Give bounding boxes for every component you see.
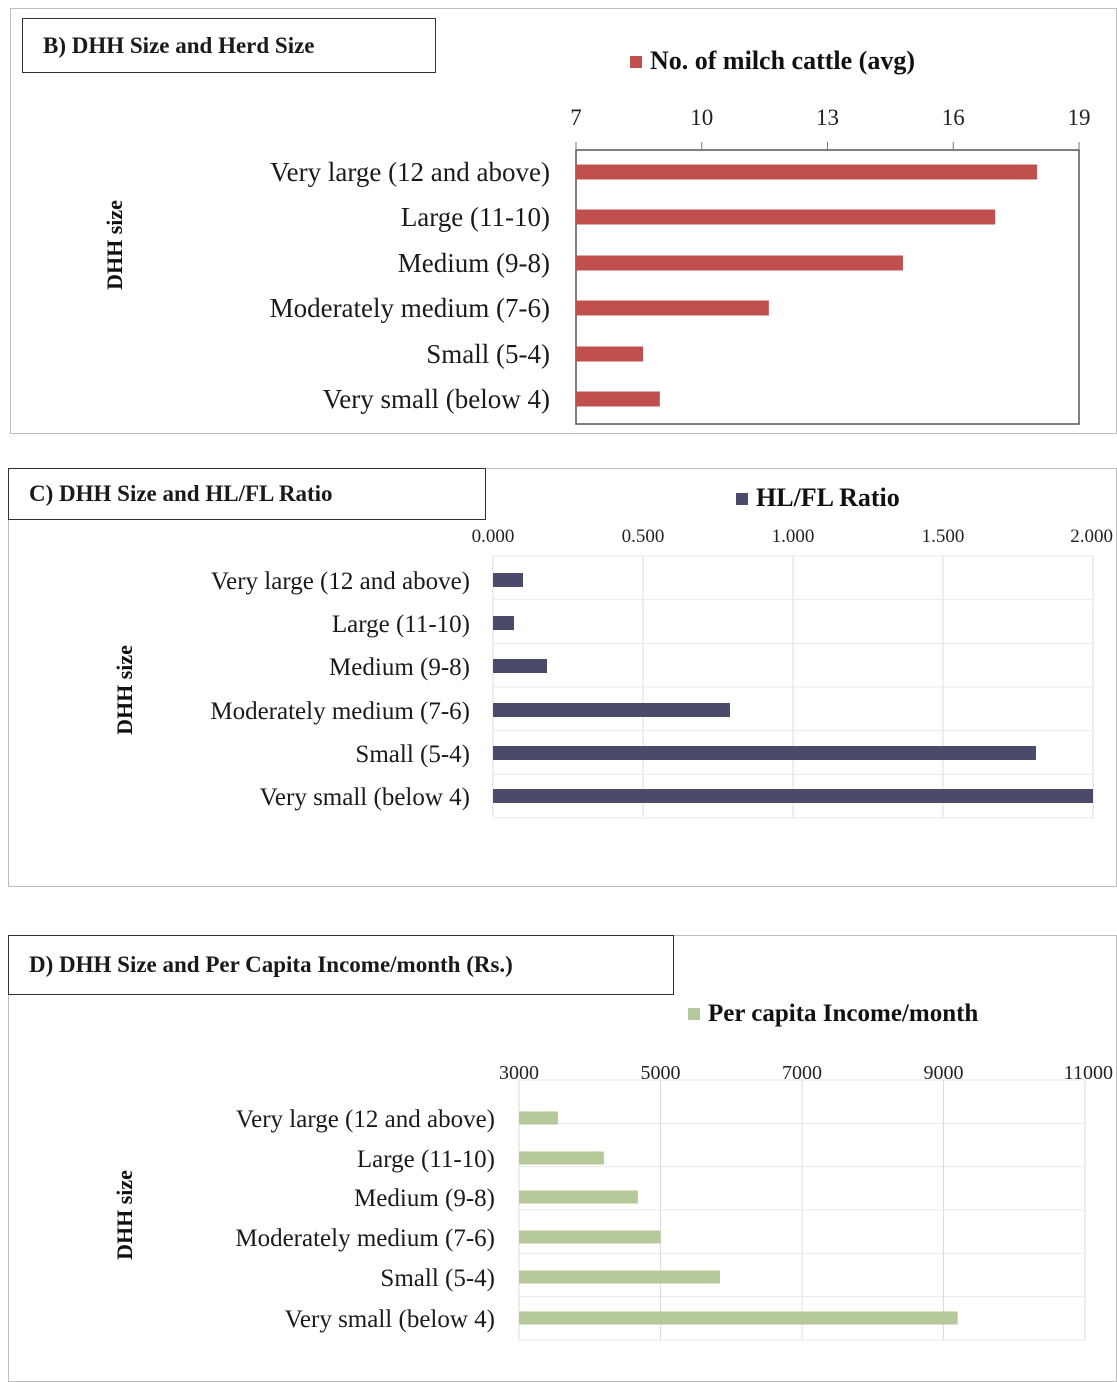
bar bbox=[493, 789, 1093, 803]
x-tick-label: 7000 bbox=[782, 1062, 822, 1084]
panel-hlfl-ratio: C) DHH Size and HL/FL Ratio 0.000 0.500 1.… bbox=[0, 460, 1117, 890]
panel-title: B) DHH Size and Herd Size bbox=[22, 18, 436, 73]
category-label: Very large (12 and above) bbox=[236, 1106, 495, 1133]
legend-swatch bbox=[736, 493, 748, 505]
hlfl-ratio-chart: 0.000 0.500 1.000 1.500 2.000 HL/FL Ratio DHH … bbox=[112, 483, 1113, 819]
legend-swatch bbox=[630, 56, 642, 68]
category-label: Medium (9-8) bbox=[329, 654, 470, 681]
bar bbox=[576, 164, 1038, 180]
category-label: Very large (12 and above) bbox=[270, 157, 550, 187]
x-tick-label: 9000 bbox=[924, 1062, 964, 1084]
panel-herd-size: B) DHH Size and Herd Size 7 10 13 16 19 No. o… bbox=[0, 0, 1117, 440]
category-label: Very small (below 4) bbox=[323, 384, 550, 414]
category-label: Small (5-4) bbox=[426, 339, 550, 369]
bar bbox=[519, 1190, 638, 1204]
panel-title: D) DHH Size and Per Capita Income/month … bbox=[8, 935, 674, 995]
bar bbox=[493, 659, 547, 673]
x-tick-label: 10 bbox=[690, 105, 713, 130]
category-label: Medium (9-8) bbox=[398, 248, 550, 278]
per-capita-income-chart: 3000 5000 7000 9000 11000 Per capita Income/m… bbox=[112, 1000, 1113, 1341]
bar bbox=[576, 300, 769, 316]
bar bbox=[576, 209, 996, 225]
category-label: Small (5-4) bbox=[380, 1265, 495, 1292]
category-label: Moderately medium (7-6) bbox=[235, 1225, 495, 1252]
bar bbox=[576, 391, 660, 407]
bar bbox=[493, 616, 514, 630]
x-tick-label: 11000 bbox=[1064, 1062, 1113, 1084]
herd-size-chart: 7 10 13 16 19 No. of milch cattle (avg) DHH si… bbox=[102, 46, 1091, 425]
x-tick-label: 2.000 bbox=[1070, 526, 1113, 547]
y-axis-title: DHH size bbox=[112, 645, 137, 735]
legend: No. of milch cattle (avg) bbox=[630, 46, 915, 75]
category-label: Medium (9-8) bbox=[354, 1185, 495, 1212]
category-label: Very small (below 4) bbox=[260, 784, 470, 811]
legend-label: No. of milch cattle (avg) bbox=[650, 46, 915, 75]
y-axis-title: DHH size bbox=[112, 1170, 137, 1260]
x-tick-label: 1.000 bbox=[772, 526, 815, 547]
x-tick-label: 7 bbox=[570, 105, 582, 130]
bar bbox=[493, 703, 730, 717]
x-tick-label: 19 bbox=[1068, 105, 1091, 130]
bar bbox=[519, 1230, 661, 1244]
bar bbox=[519, 1270, 720, 1284]
legend-swatch bbox=[688, 1008, 700, 1020]
x-tick-label: 16 bbox=[942, 105, 965, 130]
category-label: Small (5-4) bbox=[355, 741, 470, 768]
x-tick-label: 5000 bbox=[641, 1062, 681, 1084]
legend: Per capita Income/month bbox=[688, 1000, 978, 1027]
category-label: Large (11-10) bbox=[357, 1146, 495, 1173]
x-tick-label: 0.500 bbox=[622, 526, 665, 547]
bar bbox=[519, 1111, 558, 1125]
bar bbox=[576, 346, 644, 362]
category-label: Very large (12 and above) bbox=[211, 568, 470, 595]
category-label: Large (11-10) bbox=[332, 611, 470, 638]
panel-title: C) DHH Size and HL/FL Ratio bbox=[8, 468, 486, 520]
panel-per-capita-income: D) DHH Size and Per Capita Income/month … bbox=[0, 925, 1117, 1382]
legend-label: Per capita Income/month bbox=[708, 1000, 978, 1027]
x-tick-label: 13 bbox=[816, 105, 839, 130]
x-tick-label: 0.000 bbox=[472, 526, 515, 547]
category-label: Moderately medium (7-6) bbox=[270, 293, 550, 323]
x-tick-label: 3000 bbox=[499, 1062, 539, 1084]
category-label: Moderately medium (7-6) bbox=[210, 698, 470, 725]
bar bbox=[493, 573, 523, 587]
legend: HL/FL Ratio bbox=[736, 483, 900, 512]
plot-frame bbox=[575, 149, 1080, 425]
y-axis-title: DHH size bbox=[102, 200, 127, 290]
legend-label: HL/FL Ratio bbox=[756, 483, 900, 512]
bar bbox=[493, 746, 1036, 760]
category-label: Very small (below 4) bbox=[285, 1306, 495, 1333]
x-tick-label: 1.500 bbox=[922, 526, 965, 547]
bar bbox=[519, 1311, 958, 1325]
bar bbox=[519, 1151, 604, 1165]
bar bbox=[576, 255, 903, 271]
category-label: Large (11-10) bbox=[401, 202, 550, 232]
